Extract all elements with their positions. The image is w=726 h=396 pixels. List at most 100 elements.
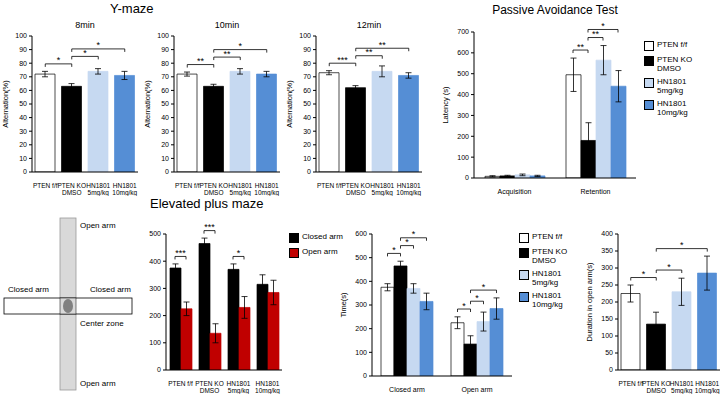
svg-text:Closed arm: Closed arm: [90, 285, 131, 294]
svg-text:PTEN f/f: PTEN f/f: [175, 182, 200, 189]
svg-text:HN180110mg/kg: HN180110mg/kg: [112, 182, 137, 197]
svg-text:***: ***: [337, 55, 348, 65]
svg-text:20: 20: [303, 141, 311, 148]
svg-text:*: *: [642, 269, 646, 279]
svg-text:350: 350: [601, 247, 613, 254]
svg-text:400: 400: [457, 91, 469, 98]
svg-text:Retention: Retention: [581, 188, 611, 195]
svg-text:HN18015mg/kg: HN18015mg/kg: [86, 182, 110, 197]
svg-text:HN180110mg/kg: HN180110mg/kg: [396, 182, 421, 197]
svg-text:0: 0: [165, 168, 169, 175]
svg-text:600: 600: [457, 49, 469, 56]
svg-text:400: 400: [355, 278, 367, 285]
svg-text:PTEN f/f: PTEN f/f: [168, 380, 193, 387]
svg-text:Closed arm: Closed arm: [8, 285, 49, 294]
svg-text:Open arm: Open arm: [80, 379, 116, 388]
svg-text:8min: 8min: [75, 20, 95, 30]
svg-text:Time(s): Time(s): [339, 292, 348, 318]
svg-text:PTEN f/f: PTEN f/f: [317, 182, 342, 189]
svg-text:HN180110mg/kg: HN180110mg/kg: [255, 380, 280, 395]
svg-text:500: 500: [149, 230, 161, 237]
svg-text:100: 100: [15, 32, 27, 39]
svg-text:Alternation(%): Alternation(%): [8, 80, 10, 128]
svg-text:20: 20: [161, 141, 169, 148]
svg-text:0: 0: [363, 372, 367, 379]
svg-text:10: 10: [161, 155, 169, 162]
svg-text:PTEN KODMSO: PTEN KODMSO: [57, 182, 86, 196]
svg-text:*: *: [462, 301, 466, 311]
svg-text:50: 50: [303, 100, 311, 107]
svg-text:**: **: [223, 49, 231, 59]
svg-text:Closed arm: Closed arm: [389, 386, 425, 393]
svg-text:***: ***: [175, 248, 186, 258]
svg-text:500: 500: [355, 254, 367, 261]
svg-text:HN180110mg/kg: HN180110mg/kg: [254, 182, 279, 197]
svg-text:100: 100: [355, 349, 367, 356]
svg-text:90: 90: [161, 46, 169, 53]
svg-text:*: *: [667, 262, 671, 272]
svg-text:100: 100: [157, 32, 169, 39]
svg-text:HN18015mg/kg: HN18015mg/kg: [370, 182, 394, 197]
svg-text:PTEN KODMSO: PTEN KODMSO: [341, 182, 370, 196]
svg-text:70: 70: [303, 73, 311, 80]
svg-text:400: 400: [601, 230, 613, 237]
svg-text:0: 0: [609, 366, 613, 373]
svg-text:*: *: [238, 41, 242, 51]
svg-text:200: 200: [149, 312, 161, 319]
svg-text:Open arm: Open arm: [461, 386, 492, 394]
svg-text:**: **: [365, 47, 373, 57]
svg-text:PTEN KODMSO: PTEN KODMSO: [195, 380, 224, 394]
svg-text:300: 300: [601, 264, 613, 271]
svg-text:12min: 12min: [357, 20, 382, 30]
svg-text:10: 10: [303, 155, 311, 162]
svg-text:*: *: [412, 229, 416, 239]
svg-text:700: 700: [457, 28, 469, 35]
svg-text:30: 30: [161, 128, 169, 135]
svg-text:100: 100: [149, 339, 161, 346]
svg-text:80: 80: [161, 60, 169, 67]
svg-text:90: 90: [19, 46, 27, 53]
svg-text:HN18015mg/kg: HN18015mg/kg: [670, 380, 694, 395]
svg-text:Open arm: Open arm: [80, 221, 116, 230]
svg-text:90: 90: [303, 46, 311, 53]
svg-text:300: 300: [457, 112, 469, 119]
svg-text:0: 0: [307, 168, 311, 175]
svg-text:0: 0: [23, 168, 27, 175]
svg-text:Passive Avoidance Test: Passive Avoidance Test: [492, 3, 618, 17]
svg-text:Center zone: Center zone: [80, 319, 124, 328]
svg-text:300: 300: [355, 301, 367, 308]
svg-text:50: 50: [19, 100, 27, 107]
svg-text:**: **: [197, 56, 205, 66]
svg-text:PTEN KODMSO: PTEN KODMSO: [642, 380, 671, 394]
svg-text:*: *: [237, 248, 241, 258]
svg-text:**: **: [379, 40, 387, 50]
svg-text:60: 60: [161, 87, 169, 94]
svg-text:PTEN f/f: PTEN f/f: [618, 380, 643, 387]
svg-text:200: 200: [457, 133, 469, 140]
svg-text:*: *: [96, 40, 100, 50]
svg-text:250: 250: [601, 281, 613, 288]
svg-text:600: 600: [355, 230, 367, 237]
svg-text:80: 80: [19, 60, 27, 67]
svg-text:40: 40: [19, 114, 27, 121]
svg-text:200: 200: [355, 325, 367, 332]
svg-text:Latency (s): Latency (s): [441, 86, 450, 124]
svg-text:HN18015mg/kg: HN18015mg/kg: [227, 380, 251, 395]
svg-text:50: 50: [605, 349, 613, 356]
svg-text:40: 40: [161, 114, 169, 121]
svg-text:HN18015mg/kg: HN18015mg/kg: [228, 182, 252, 197]
svg-text:100: 100: [299, 32, 311, 39]
svg-text:**: **: [592, 29, 600, 39]
svg-text:150: 150: [601, 315, 613, 322]
svg-text:PTEN f/f: PTEN f/f: [33, 182, 58, 189]
svg-text:0: 0: [465, 174, 469, 181]
svg-text:100: 100: [457, 154, 469, 161]
svg-text:100: 100: [601, 332, 613, 339]
svg-text:*: *: [601, 21, 605, 31]
svg-text:*: *: [405, 237, 409, 247]
svg-text:500: 500: [457, 70, 469, 77]
svg-text:Alternation(%): Alternation(%): [285, 80, 294, 128]
svg-text:*: *: [680, 240, 684, 250]
svg-text:PTEN KODMSO: PTEN KODMSO: [199, 182, 228, 196]
svg-text:Alternation(%): Alternation(%): [143, 80, 152, 128]
